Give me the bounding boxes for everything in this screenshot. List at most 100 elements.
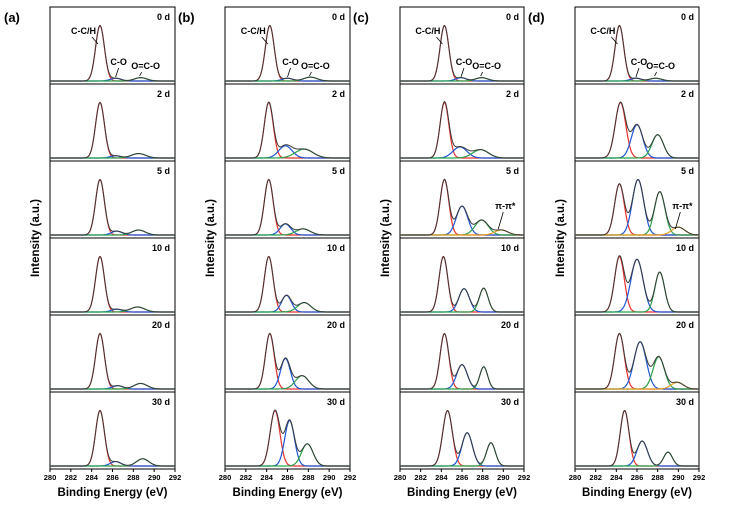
peak-c-c-h	[575, 101, 699, 159]
annotation-pointer	[115, 67, 120, 78]
peak-c-c-h	[50, 332, 175, 390]
x-tick-label: 280	[569, 473, 582, 482]
peak-c-c-h	[225, 101, 350, 159]
envelope-line	[225, 178, 350, 236]
subplot-2d: 2 d	[49, 83, 176, 162]
day-label: 2 d	[157, 89, 170, 99]
subplot-20d: 20 d	[49, 314, 176, 393]
peak-c-o	[575, 258, 699, 313]
annotation-pointer	[480, 71, 483, 77]
subplot-0d: 0 d	[49, 6, 176, 85]
envelope-line	[225, 409, 350, 467]
envelope-line	[225, 24, 350, 82]
peak-c-c-h	[575, 409, 699, 467]
x-tick-label: 288	[476, 473, 489, 482]
envelope-line	[225, 332, 350, 390]
peak-o-c-o	[575, 356, 699, 390]
annotation-oco: O=C-O	[646, 61, 675, 71]
envelope-line	[50, 24, 175, 82]
peak-c-o	[400, 432, 524, 467]
subplot-20d: 20 d	[574, 314, 700, 393]
peak-o-c-o	[575, 134, 699, 159]
peak-c-c-h	[400, 332, 524, 390]
day-label: 20 d	[327, 320, 345, 330]
x-axis-title: Binding Energy (eV)	[582, 487, 692, 499]
annotation-cch: C-C/H	[590, 26, 615, 36]
day-label: 30 d	[152, 397, 170, 407]
subplot-10d: 10 d	[399, 237, 525, 316]
peak-c-c-h	[575, 255, 699, 313]
subplot-0d: 0 d	[224, 6, 351, 85]
x-axis-title: Binding Energy (eV)	[233, 487, 343, 499]
peak-o-c-o	[225, 443, 350, 467]
subplot-20d: 20 d	[399, 314, 525, 393]
envelope-line	[225, 255, 350, 313]
panel-label-a: (a)	[4, 10, 20, 25]
panel-b: 0 d 2 d 5 d 10 d 20 d 30 d 280 282 284 286 288 290 2…	[219, 6, 356, 482]
day-label: 10 d	[676, 243, 694, 253]
envelope-line	[575, 178, 700, 236]
x-tick-label: 290	[672, 473, 685, 482]
subplot-0d: 0 d	[574, 6, 700, 85]
day-label: 5 d	[157, 166, 170, 176]
peak-c-o	[400, 288, 524, 313]
annotation-co: C-O	[282, 57, 299, 67]
panel-label-b: (b)	[178, 10, 195, 25]
x-tick-label: 282	[240, 473, 253, 482]
peak-c-o	[225, 419, 350, 467]
envelope-line	[50, 409, 175, 467]
peak-c-c-h	[225, 255, 350, 313]
x-tick-label: 280	[44, 473, 57, 482]
annotation-pointer	[611, 36, 618, 45]
annotation-co: C-O	[110, 57, 127, 67]
annotation-pointer	[497, 211, 504, 230]
annotation-pointer	[436, 36, 443, 45]
x-axis-title: Binding Energy (eV)	[407, 487, 517, 499]
y-axis-title: Intensity (a.u.)	[380, 199, 392, 277]
panel-a: 0 d 2 d 5 d 10 d 20 d 30 d 280 282 284 286 288 290 2…	[44, 6, 181, 482]
subplot-2d: 2 d	[574, 83, 700, 162]
y-axis-title: Intensity (a.u.)	[555, 199, 567, 277]
peak-c-c-h	[50, 409, 175, 467]
day-label: 20 d	[152, 320, 170, 330]
envelope-line	[50, 178, 175, 236]
peak-o-c-o	[400, 366, 524, 390]
panel-label-d: (d)	[528, 10, 545, 25]
peak-o-c-o	[400, 219, 524, 236]
x-tick-label: 282	[414, 473, 427, 482]
y-axis-title: Intensity (a.u.)	[30, 199, 42, 277]
subplot-30d: 30 d	[399, 391, 525, 470]
envelope-line	[400, 100, 524, 159]
subplot-5d: 5 d	[49, 160, 176, 239]
peak-c-o	[225, 357, 350, 390]
peak-o-c-o	[225, 375, 350, 390]
day-label: 20 d	[501, 320, 519, 330]
peak-c-c-h	[575, 332, 699, 390]
day-label: 10 d	[327, 243, 345, 253]
envelope-line	[575, 332, 700, 390]
envelope-line	[575, 255, 699, 313]
peak-c-c-h	[400, 101, 524, 159]
subplot-30d: 30 d	[49, 391, 176, 470]
peak-o-c-o	[575, 451, 699, 467]
peak-pi-pi	[575, 226, 700, 236]
day-label: 20 d	[676, 320, 694, 330]
x-tick-label: 292	[518, 473, 531, 482]
peak-c-o	[575, 440, 699, 467]
x-tick-label: 284	[260, 473, 273, 482]
envelope-line	[575, 24, 699, 82]
subplot-2d: 2 d	[224, 83, 351, 162]
envelope-line	[400, 332, 524, 390]
day-label: 2 d	[681, 89, 694, 99]
envelope-line	[400, 24, 524, 82]
day-label: 5 d	[332, 166, 345, 176]
x-tick-label: 282	[589, 473, 602, 482]
annotation-oco: O=C-O	[472, 61, 501, 71]
annotation-pointer	[674, 211, 681, 230]
subplot-5d: 5 d	[574, 160, 700, 239]
day-label: 0 d	[506, 12, 519, 22]
subplot-30d: 30 d	[224, 391, 351, 470]
subplot-10d: 10 d	[49, 237, 176, 316]
annotation-pointer	[654, 71, 657, 77]
